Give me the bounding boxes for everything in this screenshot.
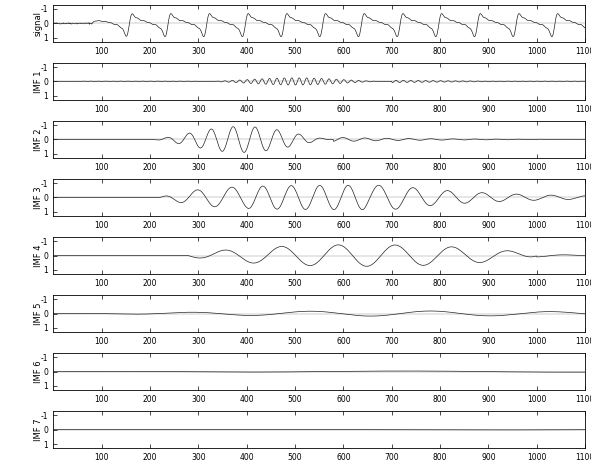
Y-axis label: IMF 2: IMF 2: [34, 128, 43, 151]
Y-axis label: IMF 5: IMF 5: [34, 302, 43, 325]
Y-axis label: IMF 1: IMF 1: [34, 70, 43, 92]
Y-axis label: IMF 6: IMF 6: [34, 360, 43, 383]
Y-axis label: IMF 3: IMF 3: [34, 186, 43, 209]
Y-axis label: IMF 4: IMF 4: [34, 244, 43, 267]
Y-axis label: IMF 7: IMF 7: [34, 418, 43, 441]
Y-axis label: signal: signal: [34, 11, 43, 36]
